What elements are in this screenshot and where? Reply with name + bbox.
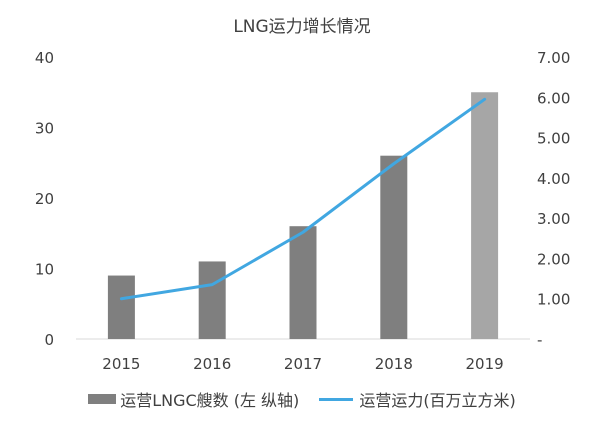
line-layer [119, 97, 487, 301]
x-tick-2015: 2015 [102, 355, 140, 373]
y-right-tick-7: 7.00 [537, 49, 570, 67]
y-right-tick-1: 1.00 [537, 291, 570, 309]
legend: 运营LNGC艘数 (左 纵轴) 运营运力(百万立方米) [0, 384, 604, 414]
y-right-tick-6: 6.00 [537, 89, 570, 107]
bar-2018 [380, 155, 408, 339]
bar-2015 [107, 275, 135, 339]
legend-label-bars: 运营LNGC艘数 (左 纵轴) [120, 391, 300, 410]
y-left-tick-0: 0 [44, 331, 54, 349]
bar-2019 [471, 92, 499, 339]
y-left-tick-30: 30 [35, 120, 54, 138]
y-right-tick-3: 3.00 [537, 210, 570, 228]
chart-title: LNG运力增长情况 [233, 17, 370, 37]
legend-swatch-line [319, 397, 354, 401]
y-right-tick-5: 5.00 [537, 130, 570, 148]
y-left-tick-40: 40 [35, 49, 54, 67]
y-left-tick-10: 10 [35, 261, 54, 279]
x-tick-2019: 2019 [466, 355, 504, 373]
legend-swatch-bars [88, 394, 117, 404]
bar-2017 [289, 226, 317, 339]
ticks: 0 10 20 30 40 - 1.00 2.00 3.00 4.00 5.00 6.00 7.00 20… [35, 49, 571, 373]
x-tick-2017: 2017 [284, 355, 322, 373]
y-right-tick-4: 4.00 [537, 170, 570, 188]
legend-item-line: 运营运力(百万立方米) [319, 387, 516, 411]
legend-label-line: 运营运力(百万立方米) [359, 391, 516, 410]
x-tick-2018: 2018 [375, 355, 413, 373]
bar-2016 [198, 261, 226, 339]
y-right-tick-0: - [537, 331, 542, 349]
y-right-tick-2: 2.00 [537, 250, 570, 268]
x-tick-2016: 2016 [193, 355, 231, 373]
bars [107, 92, 499, 339]
legend-item-bars: 运营LNGC艘数 (左 纵轴) [88, 387, 299, 411]
y-left-tick-20: 20 [35, 190, 54, 208]
